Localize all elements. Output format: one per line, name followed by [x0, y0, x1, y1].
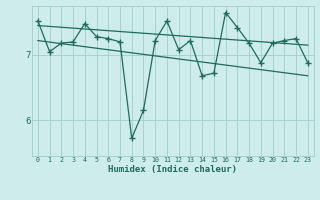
X-axis label: Humidex (Indice chaleur): Humidex (Indice chaleur) [108, 165, 237, 174]
